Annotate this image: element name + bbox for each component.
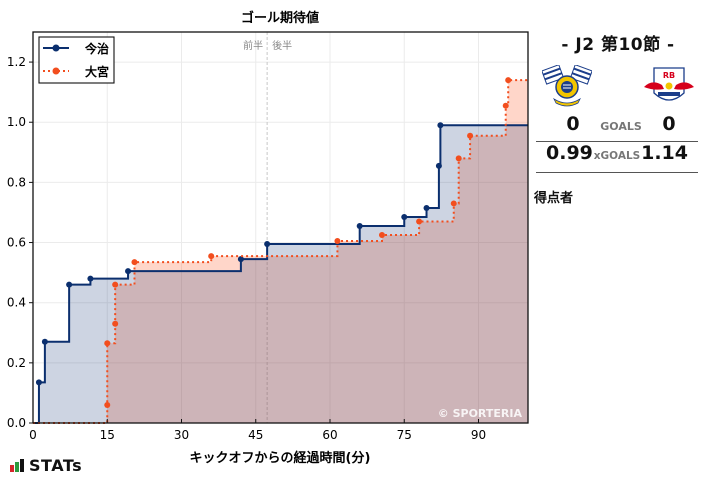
data-point [112,320,119,327]
home-xg: 0.99 [546,142,593,164]
legend-marker-away [52,67,60,75]
x-tick-label: 75 [397,428,412,442]
data-point [505,77,512,84]
stats-logo: STATs [10,456,82,475]
first-half-label: 前半 [243,39,263,52]
y-tick-label: 0.8 [7,175,26,189]
svg-text:RB: RB [663,71,675,80]
data-point [401,213,408,220]
series-areas [33,80,528,423]
data-point [208,253,215,260]
data-point [502,102,509,109]
line-away [33,79,528,424]
data-point [334,238,341,245]
area-home [33,125,528,423]
imabari-crest-icon [542,65,592,107]
xgoals-row: 0.99 xGOALS 1.14 [536,142,698,173]
watermark: © SPORTERIA [438,407,523,420]
legend-label-away: 大宮 [85,64,109,79]
data-point [125,268,132,275]
axis-ticks: 0 15 30 45 60 75 90 0.0 0.2 0.4 0.6 0.8 1.0 1.2 [7,55,486,442]
data-point [416,218,423,225]
y-tick-label: 0.4 [7,296,26,310]
x-tick-label: 15 [100,428,115,442]
goals-label: GOALS [600,120,642,133]
data-point [41,338,48,345]
data-point [437,122,444,129]
x-tick-label: 90 [471,428,486,442]
data-point [87,275,94,282]
rb-omiya-crest-icon: RB [644,67,694,101]
plot-frame [32,31,529,424]
data-point [378,232,385,239]
grid-lines [32,32,528,424]
x-tick-label: 30 [174,428,189,442]
line-home [33,124,528,424]
y-tick-label: 0.0 [7,416,26,430]
data-point [435,162,442,169]
bar-chart-icon [10,459,24,472]
match-summary-panel: - J2 第10節 - RB [534,26,702,206]
data-point [104,340,111,347]
x-tick-label: 60 [322,428,337,442]
goals-row: 0 GOALS 0 [536,113,698,142]
scorers-heading: 得点者 [534,191,574,206]
x-tick-label: 0 [29,428,37,442]
second-half-label: 後半 [272,39,292,52]
data-point [104,401,111,408]
data-point [356,222,363,229]
data-point [264,241,271,248]
y-tick-label: 0.6 [7,236,26,250]
round-title: - J2 第10節 - [561,35,675,55]
away-xg: 1.14 [641,142,688,164]
data-point [455,155,462,162]
legend-marker-home [52,44,60,52]
halftime-marker: 前半 後半 [243,32,292,423]
legend: 今治 大宮 [38,36,115,84]
data-point [467,132,474,139]
data-point [66,281,73,288]
logo-text: STATs [29,456,83,475]
area-away [33,80,528,423]
data-point [112,281,119,288]
y-tick-label: 0.2 [7,356,26,370]
y-tick-label: 1.0 [7,115,26,129]
xgoals-label: xGOALS [593,150,641,162]
data-point [237,256,244,263]
data-point [450,200,457,207]
home-goals: 0 [566,113,580,135]
x-tick-label: 45 [248,428,263,442]
series-lines [33,77,528,424]
x-axis-label: キックオフからの経過時間(分) [190,450,371,466]
legend-label-home: 今治 [84,41,109,56]
chart-title: ゴール期待値 [241,10,319,26]
data-point [35,379,42,386]
data-point [423,204,430,211]
data-point [131,259,138,266]
y-tick-label: 1.2 [7,55,26,69]
away-goals: 0 [662,113,676,135]
